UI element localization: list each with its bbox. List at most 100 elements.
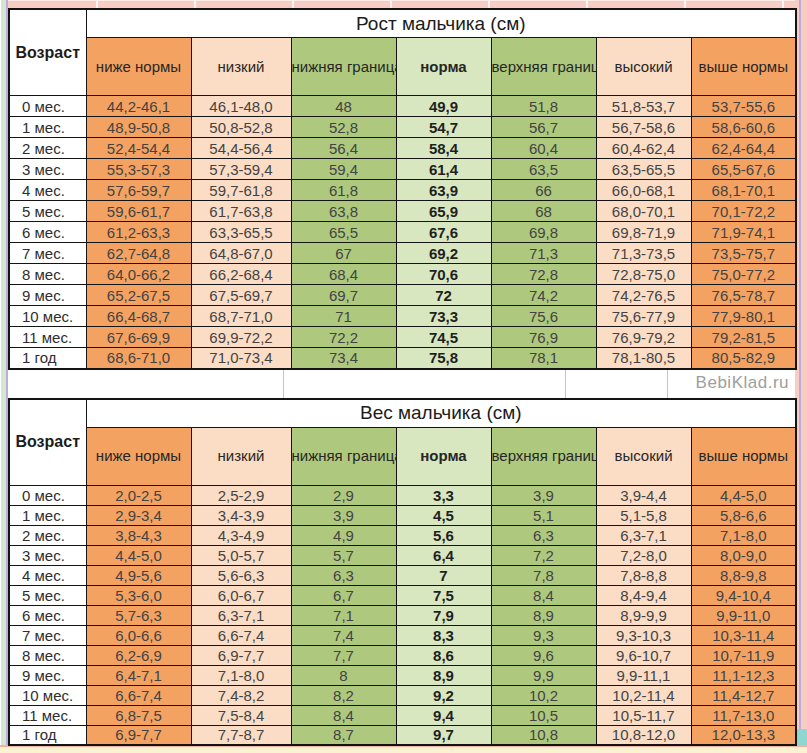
age-label: 3 мес. [9,159,86,180]
value-cell: 73,4 [291,348,396,369]
age-label: 7 мес. [9,243,86,264]
column-header: высокий [596,38,691,96]
table-row: 5 мес.5,3-6,06,0-6,76,77,58,48,4-9,49,4-… [9,585,796,605]
value-cell: 6,0-6,6 [86,625,191,645]
value-cell: 7,5 [396,585,491,605]
tables-content: ВозрастРост мальчика (см)ниже нормынизки… [8,8,795,746]
age-column-header: Возраст [9,9,86,96]
table-row: 9 мес.65,2-67,567,5-69,769,77274,274,2-7… [9,285,796,306]
value-cell: 10,8 [491,725,596,745]
value-cell: 8,9 [491,605,596,625]
value-cell: 63,9 [396,180,491,201]
value-cell: 59,6-61,7 [86,201,191,222]
age-label: 2 мес. [9,525,86,545]
value-cell: 8,8-9,8 [691,565,796,585]
value-cell: 9,9 [491,665,596,685]
value-cell: 74,2-76,5 [596,285,691,306]
value-cell: 57,3-59,4 [191,159,291,180]
value-cell: 57,6-59,7 [86,180,191,201]
value-cell: 6,3 [491,525,596,545]
value-cell: 61,2-63,3 [86,222,191,243]
value-cell: 5,0-5,7 [191,545,291,565]
column-header: норма [396,38,491,96]
value-cell: 63,8 [291,201,396,222]
column-header: низкий [191,38,291,96]
value-cell: 4,9 [291,525,396,545]
value-cell: 10,8-12,0 [596,725,691,745]
value-cell: 78,1-80,5 [596,348,691,369]
table-row: 0 мес.44,2-46,146,1-48,04849,951,851,8-5… [9,96,796,117]
age-label: 6 мес. [9,222,86,243]
spreadsheet-gridline [283,370,284,398]
table-row: 1 мес.48,9-50,850,8-52,852,854,756,756,7… [9,117,796,138]
spreadsheet-top-margin [0,0,807,8]
table-row: 10 мес.66,4-68,768,7-71,07173,375,675,6-… [9,306,796,327]
table-row: 8 мес.64,0-66,266,2-68,468,470,672,872,8… [9,264,796,285]
value-cell: 7,2-8,0 [596,545,691,565]
value-cell: 5,7 [291,545,396,565]
value-cell: 7,2 [491,545,596,565]
table-row: 7 мес.6,0-6,66,6-7,47,48,39,39,3-10,310,… [9,625,796,645]
value-cell: 7,4-8,2 [191,685,291,705]
value-cell: 76,9 [491,327,596,348]
value-cell: 74,5 [396,327,491,348]
value-cell: 51,8 [491,96,596,117]
value-cell: 9,9-11,1 [596,665,691,685]
value-cell: 70,6 [396,264,491,285]
column-header: выше нормы [691,38,796,96]
value-cell: 8 [291,665,396,685]
table-row: 5 мес.59,6-61,761,7-63,863,865,96868,0-7… [9,201,796,222]
table-row: 4 мес.4,9-5,65,6-6,36,377,87,8-8,88,8-9,… [9,565,796,585]
value-cell: 67,6-69,9 [86,327,191,348]
value-cell: 67,5-69,7 [191,285,291,306]
value-cell: 4,5 [396,505,491,525]
value-cell: 11,7-13,0 [691,705,796,725]
table-gap: BebiKlad.ru [8,370,795,398]
value-cell: 66 [491,180,596,201]
value-cell: 5,1-5,8 [596,505,691,525]
value-cell: 80,5-82,9 [691,348,796,369]
value-cell: 8,0-9,0 [691,545,796,565]
value-cell: 54,4-56,4 [191,138,291,159]
value-cell: 7,1-8,0 [191,665,291,685]
value-cell: 6,2-6,9 [86,645,191,665]
table-row: 10 мес.6,6-7,47,4-8,28,29,210,210,2-11,4… [9,685,796,705]
value-cell: 10,5-11,7 [596,705,691,725]
value-cell: 8,4 [291,705,396,725]
table-row: 1 год68,6-71,071,0-73,473,475,878,178,1-… [9,348,796,369]
value-cell: 60,4-62,4 [596,138,691,159]
value-cell: 70,1-72,2 [691,201,796,222]
value-cell: 7,8 [491,565,596,585]
value-cell: 46,1-48,0 [191,96,291,117]
value-cell: 69,2 [396,243,491,264]
age-label: 4 мес. [9,180,86,201]
value-cell: 66,2-68,4 [191,264,291,285]
value-cell: 63,3-65,5 [191,222,291,243]
value-cell: 71,3-73,5 [596,243,691,264]
value-cell: 5,6 [396,525,491,545]
value-cell: 55,3-57,3 [86,159,191,180]
value-cell: 3,8-4,3 [86,525,191,545]
spreadsheet-left-margin [0,0,8,753]
age-label: 5 мес. [9,585,86,605]
value-cell: 4,4-5,0 [691,485,796,505]
value-cell: 9,6-10,7 [596,645,691,665]
column-header-row: ниже нормынизкийнижняя граница нормынорм… [9,38,796,96]
value-cell: 68,6-71,0 [86,348,191,369]
value-cell: 4,3-4,9 [191,525,291,545]
value-cell: 6,9-7,7 [86,725,191,745]
column-header: нижняя граница нормы [291,427,396,485]
column-header: высокий [596,427,691,485]
value-cell: 75,6-77,9 [596,306,691,327]
age-label: 1 год [9,725,86,745]
column-header: верхняя граница нормы [491,38,596,96]
value-cell: 5,8-6,6 [691,505,796,525]
table-row: 3 мес.4,4-5,05,0-5,75,76,47,27,2-8,08,0-… [9,545,796,565]
table-title: Вес мальчика (см) [86,399,796,428]
value-cell: 6,0-6,7 [191,585,291,605]
weight-table: ВозрастВес мальчика (см)ниже нормынизкий… [8,398,797,747]
age-label: 1 год [9,348,86,369]
value-cell: 64,0-66,2 [86,264,191,285]
value-cell: 72,2 [291,327,396,348]
column-header: нижняя граница нормы [291,38,396,96]
